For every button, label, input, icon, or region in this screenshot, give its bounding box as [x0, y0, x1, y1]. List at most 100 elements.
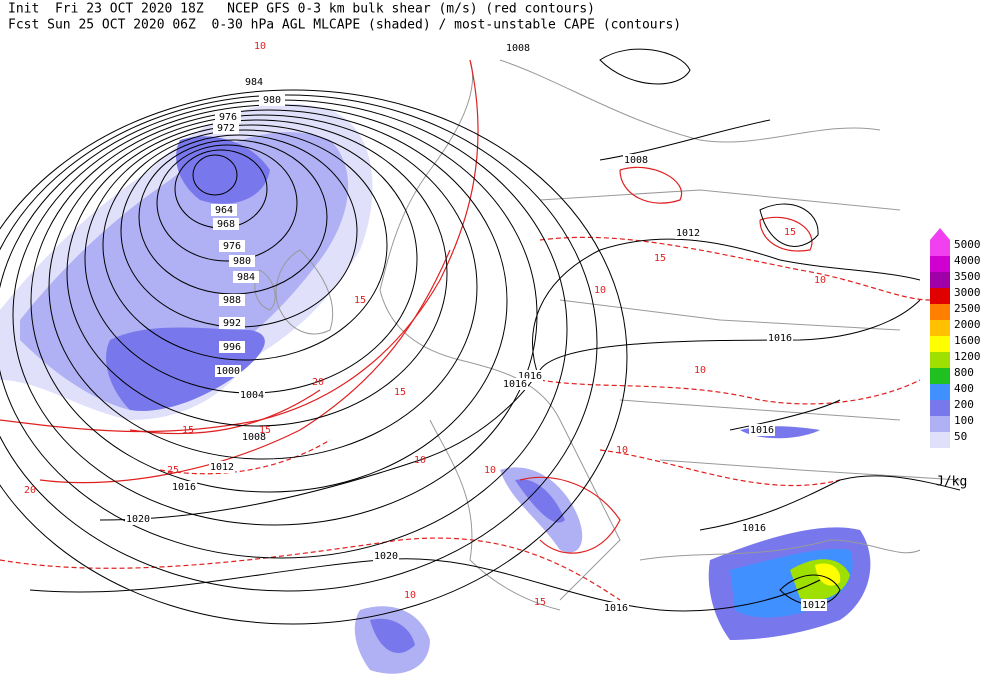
colorbar-arrow [930, 228, 950, 240]
label-bg [213, 218, 239, 230]
shear-label: 10 [594, 285, 606, 296]
label-bg [741, 522, 767, 534]
colorbar-swatch [930, 432, 950, 448]
isobar [66, 119, 448, 427]
header-line: Init Fri 23 OCT 2020 18Z NCEP GFS 0-3 km… [8, 2, 595, 17]
isobar-label: 980 [233, 256, 251, 267]
isobar-label: 1020 [374, 551, 398, 562]
isobar-label: 1016 [503, 379, 527, 390]
isobar-label: 1008 [242, 432, 266, 443]
label-bg [211, 204, 237, 216]
colorbar-label: 2500 [954, 302, 981, 315]
isobar [156, 144, 298, 262]
isobar-label: 980 [263, 95, 281, 106]
colorbar-unit: J/kg [936, 475, 967, 490]
colorbar-swatch [930, 416, 950, 432]
shear-label: 15 [534, 597, 546, 608]
colorbar-swatch [930, 304, 950, 320]
colorbar-label: 200 [954, 398, 974, 411]
colorbar-swatch [930, 384, 950, 400]
isobar-label: 1016 [518, 371, 542, 382]
map-layer [0, 48, 961, 674]
isobar [48, 114, 478, 460]
colorbar-swatch [930, 256, 950, 272]
shear-label: 10 [254, 41, 266, 52]
shear-label: 10 [404, 590, 416, 601]
label-bg [219, 294, 245, 306]
colorbar-label: 5000 [954, 238, 981, 251]
shear-label: 15 [784, 227, 796, 238]
shear-label: 20 [312, 377, 324, 388]
label-bg [502, 378, 528, 390]
colorbar-label: 1200 [954, 350, 981, 363]
isobar-label: 1012 [802, 600, 826, 611]
shear-label: 15 [394, 387, 406, 398]
label-bg [171, 481, 197, 493]
shear-label: 10 [814, 275, 826, 286]
colorbar-label: 100 [954, 414, 974, 427]
shear-label: 20 [24, 485, 36, 496]
shear-label: 10 [414, 455, 426, 466]
isobar-label: 1016 [742, 523, 766, 534]
label-bg [505, 42, 531, 54]
shear-label: 10 [484, 465, 496, 476]
isobar-label: 1020 [126, 514, 150, 525]
colorbar-label: 400 [954, 382, 974, 395]
colorbar-label: 4000 [954, 254, 981, 267]
isobar-label: 1004 [240, 390, 264, 401]
colorbar-label: 50 [954, 430, 967, 443]
shear-label: 10 [694, 365, 706, 376]
colorbar-label: 2000 [954, 318, 981, 331]
shear-label: 15 [259, 425, 271, 436]
colorbar-swatch [930, 336, 950, 352]
isobar-label: 964 [215, 205, 233, 216]
colorbar-swatch [930, 272, 950, 288]
shear-label: 25 [167, 465, 179, 476]
isobar-label: 996 [223, 342, 241, 353]
coastlines [254, 59, 961, 611]
isobar-label: 1000 [216, 366, 240, 377]
colorbar-swatch [930, 320, 950, 336]
isobar-label: 1012 [210, 462, 234, 473]
isobar [30, 109, 508, 493]
shear-label: 15 [654, 253, 666, 264]
label-bg [219, 341, 245, 353]
isobar-label: 1012 [676, 228, 700, 239]
shear-contours [0, 59, 931, 601]
isobar-label: 1016 [604, 603, 628, 614]
colorbar-label: 3000 [954, 286, 981, 299]
isobar [192, 154, 238, 196]
isobar [0, 89, 628, 625]
label-bg [749, 424, 775, 436]
colorbar-label: 800 [954, 366, 974, 379]
label-bg [215, 111, 241, 123]
contour-labels: 1008984980976972964968976980984988992996… [24, 41, 827, 614]
label-bg [241, 76, 267, 88]
label-bg [239, 389, 265, 401]
label-bg [241, 431, 267, 443]
label-bg [623, 154, 649, 166]
colorbar: 5000 4000 3500 3000 2500 2000 1600 1200 800 400 20… [930, 228, 981, 448]
isobar-label: 976 [223, 241, 241, 252]
isobar-label: 1016 [172, 482, 196, 493]
isobar-label: 976 [219, 112, 237, 123]
label-bg [603, 602, 629, 614]
label-bg [675, 227, 701, 239]
label-bg [215, 365, 241, 377]
isobar-label: 992 [223, 318, 241, 329]
isobar-label: 984 [245, 77, 263, 88]
isobar-label: 1016 [750, 425, 774, 436]
colorbar-swatch [930, 352, 950, 368]
isobar [102, 129, 388, 361]
shear-label: 15 [354, 295, 366, 306]
colorbar-swatch [930, 288, 950, 304]
isobar-label: 984 [237, 272, 255, 283]
colorbar-label: 1600 [954, 334, 981, 347]
isobar-label: 972 [217, 123, 235, 134]
isobar [0, 94, 598, 592]
label-bg [767, 332, 793, 344]
label-bg [125, 513, 151, 525]
label-bg [213, 122, 239, 134]
isobar-label: 988 [223, 295, 241, 306]
